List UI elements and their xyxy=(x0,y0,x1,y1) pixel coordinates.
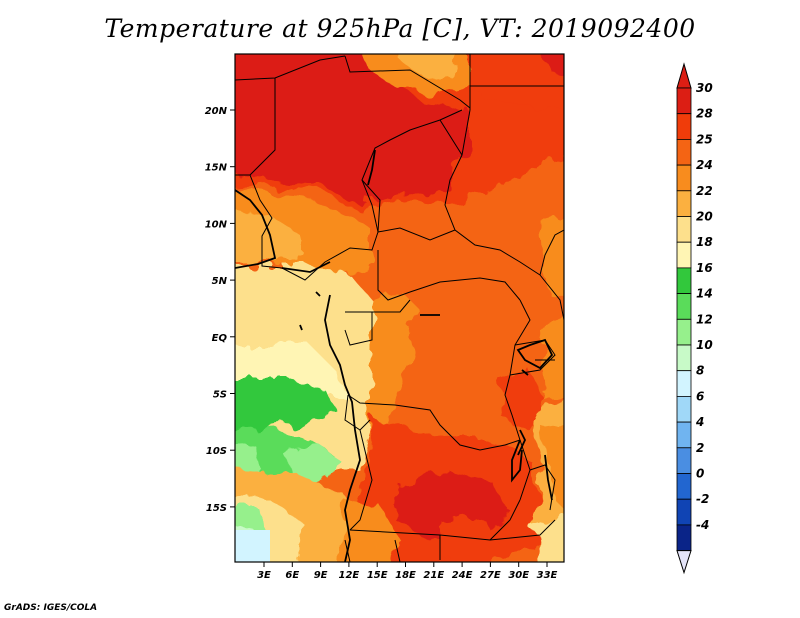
colorbar-label: 8 xyxy=(696,364,704,378)
colorbar-label: -2 xyxy=(696,492,709,506)
colorbar-label: 18 xyxy=(696,235,713,249)
lon-tick-label: 12E xyxy=(339,570,360,581)
colorbar-label: 20 xyxy=(696,210,713,224)
colorbar-swatch xyxy=(676,447,692,474)
colorbar-swatch xyxy=(676,164,692,192)
colorbar-label: 6 xyxy=(696,389,704,403)
colorbar-label: 2 xyxy=(696,441,704,455)
colorbar-top-arrow xyxy=(676,62,692,89)
lat-tick-label: 15N xyxy=(205,163,228,174)
lon-tick-label: 18E xyxy=(395,570,416,581)
grads-credit: GrADS: IGES/COLA xyxy=(4,603,98,613)
colorbar-label: 25 xyxy=(696,132,713,146)
lon-tick-label: 6E xyxy=(285,570,299,581)
colorbar-label: 0 xyxy=(696,467,704,481)
lon-tick-label: 21E xyxy=(423,570,444,581)
lon-tick-label: 27E xyxy=(480,570,501,581)
colorbar-swatch xyxy=(676,241,692,269)
lat-tick-label: 20N xyxy=(205,106,228,117)
temperature-field xyxy=(235,54,564,562)
colorbar-label: 10 xyxy=(696,338,713,352)
colorbar-swatch xyxy=(676,473,692,500)
latitude-axis: 20N 15N 10N 5N EQ 5S 10S 15S xyxy=(205,106,235,514)
colorbar-label: 30 xyxy=(696,81,713,95)
colorbar-label: 22 xyxy=(696,184,713,198)
lon-tick-label: 15E xyxy=(367,570,388,581)
lon-tick-label: 33E xyxy=(537,570,558,581)
colorbar-label: 4 xyxy=(695,415,704,429)
colorbar-swatch xyxy=(676,293,692,320)
colorbar-swatch xyxy=(676,87,692,115)
coastlines xyxy=(235,149,554,562)
lon-tick-label: 3E xyxy=(257,570,271,581)
lat-tick-label: 10S xyxy=(206,446,227,457)
colorbar-swatch xyxy=(676,216,692,243)
colorbar-label: 14 xyxy=(696,287,713,301)
colorbar-swatch xyxy=(676,344,692,372)
colorbar-swatch xyxy=(676,267,692,294)
colorbar-swatch xyxy=(676,138,692,166)
country-borders xyxy=(235,54,564,562)
lat-tick-label: 5S xyxy=(213,390,227,401)
colorbar-swatch xyxy=(676,498,692,526)
lat-tick-label: 15S xyxy=(206,503,227,514)
colorbar-swatch xyxy=(676,395,692,423)
colorbar-label: 24 xyxy=(696,158,713,172)
lat-tick-label: EQ xyxy=(212,333,228,344)
colorbar-label: 28 xyxy=(696,107,713,121)
colorbar-swatch xyxy=(676,318,692,346)
map-title: Temperature at 925hPa [C], VT: 201909240… xyxy=(104,14,696,43)
colorbar-label: -4 xyxy=(696,518,709,532)
lon-tick-label: 9E xyxy=(314,570,328,581)
colorbar-swatch xyxy=(676,113,692,140)
colorbar-label: 12 xyxy=(696,312,713,326)
lat-tick-label: 5N xyxy=(212,276,228,287)
colorbar-swatch xyxy=(676,524,692,552)
colorbar-label: 16 xyxy=(696,261,713,275)
map-frame xyxy=(234,53,565,563)
colorbar-bottom-arrow xyxy=(676,550,692,575)
colorbar-swatch xyxy=(676,421,692,449)
colorbar-swatch xyxy=(676,190,692,217)
lat-tick-label: 10N xyxy=(205,219,228,230)
colorbar-swatch xyxy=(676,370,692,397)
lon-tick-label: 24E xyxy=(452,570,473,581)
lon-tick-label: 30E xyxy=(508,570,529,581)
longitude-axis: 3E 6E 9E 12E 15E 18E 21E 24E 27E 30E 33E xyxy=(257,562,558,581)
